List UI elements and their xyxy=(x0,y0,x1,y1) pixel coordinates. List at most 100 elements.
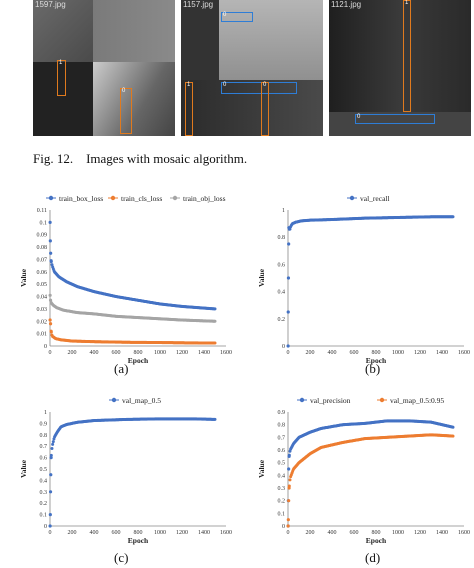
x-tick-label: 1200 xyxy=(414,350,426,356)
x-tick-label: 1000 xyxy=(392,530,404,536)
data-point xyxy=(287,467,291,471)
x-tick-label: 400 xyxy=(90,530,99,536)
subcaption-a: (a) xyxy=(114,361,129,376)
x-tick-label: 1000 xyxy=(154,530,166,536)
x-tick-label: 1200 xyxy=(176,530,188,536)
defect-box: 0 xyxy=(261,82,269,136)
y-tick-label: 0.03 xyxy=(37,307,48,313)
figure-caption: Fig. 12. Images with mosaic algorithm. xyxy=(33,151,248,166)
series-val_recall xyxy=(286,215,455,348)
y-tick-label: 0.3 xyxy=(40,490,48,496)
subcaption-d: (d) xyxy=(365,550,381,565)
data-point xyxy=(286,310,290,314)
y-tick-label: 0.08 xyxy=(37,245,48,251)
box-class-label: 0 xyxy=(357,114,361,120)
data-point xyxy=(213,319,217,323)
data-point xyxy=(287,484,291,488)
y-tick-label: 0.3 xyxy=(278,486,286,492)
series-train_cls_loss xyxy=(48,318,217,345)
y-tick-label: 0.11 xyxy=(37,208,47,214)
y-tick-label: 0.6 xyxy=(40,456,48,462)
chart-c: val_map_0.5 0 200 400 600 800 1000 1200 1400 1600… xyxy=(19,396,232,545)
data-point xyxy=(287,242,291,246)
series-train_obj_loss xyxy=(48,293,217,323)
defect-box: 0 xyxy=(355,114,435,124)
x-tick-label: 1200 xyxy=(176,350,188,356)
y-tick-label: 0.05 xyxy=(37,282,48,288)
legend-label: train_obj_loss xyxy=(183,194,226,203)
defect-box: 0 xyxy=(221,12,253,22)
data-point xyxy=(48,239,52,243)
box-class-label: 1 xyxy=(187,82,191,88)
image-filename: 1157.jpg xyxy=(183,0,214,9)
data-point xyxy=(51,440,55,444)
mosaic-image-2: 1157.jpg 0 1 0 0 xyxy=(181,0,323,136)
data-point xyxy=(49,330,53,334)
legend-label: val_map_0.5:0.95 xyxy=(390,396,444,405)
data-point xyxy=(213,417,217,421)
data-point xyxy=(287,499,291,503)
x-tick-label: 1000 xyxy=(154,350,166,356)
x-tick-label: 200 xyxy=(68,530,77,536)
box-class-label: 0 xyxy=(223,82,227,88)
x-tick-label: 600 xyxy=(112,350,121,356)
chart-b: val_recall 0 200 400 600 800 1000 1200 1400 1600 0… xyxy=(257,194,470,365)
x-tick-label: 0 xyxy=(49,530,52,536)
x-tick-label: 200 xyxy=(68,350,77,356)
y-tick-label: 0.4 xyxy=(278,290,286,296)
data-point xyxy=(48,513,52,517)
data-point xyxy=(451,434,455,438)
y-tick-label: 0.8 xyxy=(278,235,286,241)
legend: val_precision val_map_0.5:0.95 xyxy=(297,396,444,405)
y-tick-label: 0.4 xyxy=(40,478,48,484)
y-tick-label: 0.2 xyxy=(40,501,48,507)
y-tick-label: 0.06 xyxy=(37,270,48,276)
y-tick-label: 1 xyxy=(44,410,47,416)
chart-panel-d: val_precision val_map_0.5:0.95 0 200 400 600 8… xyxy=(250,390,470,548)
legend-label: train_cls_loss xyxy=(121,194,162,203)
chart-panel-b: val_recall 0 200 400 600 800 1000 1200 1400 1600 0… xyxy=(250,188,470,368)
y-tick-label: 0.5 xyxy=(278,461,286,467)
data-point xyxy=(48,298,53,302)
mosaic-image-3: 1121.jpg 1 0 xyxy=(329,0,471,136)
data-point xyxy=(49,456,53,460)
y-tick-label: 0 xyxy=(282,524,285,530)
y-tick-label: 0.1 xyxy=(278,511,286,517)
y-tick-label: 0.4 xyxy=(278,473,286,479)
y-tick-label: 0.8 xyxy=(278,423,286,429)
x-tick-label: 200 xyxy=(306,530,315,536)
legend-label: val_map_0.5 xyxy=(122,396,161,405)
legend-label: val_precision xyxy=(310,396,351,405)
series-val_precision xyxy=(286,419,455,528)
x-tick-label: 1400 xyxy=(436,350,448,356)
defect-box: 1 xyxy=(185,82,193,136)
y-axis-label: Value xyxy=(257,459,266,478)
x-tick-label: 400 xyxy=(328,350,337,356)
series-val_map_0.5:0.95 xyxy=(286,433,455,528)
y-tick-label: 0.7 xyxy=(278,435,286,441)
image-quadrant xyxy=(33,62,93,136)
data-point xyxy=(288,227,292,231)
image-quadrant xyxy=(33,0,93,62)
x-tick-label: 400 xyxy=(90,350,99,356)
image-quadrant xyxy=(93,0,175,62)
subcaption-b: (b) xyxy=(365,361,381,376)
x-tick-label: 600 xyxy=(350,530,359,536)
image-quadrant xyxy=(329,0,471,112)
data-point xyxy=(51,442,55,446)
y-tick-label: 0.2 xyxy=(278,499,286,505)
y-tick-label: 0.6 xyxy=(278,262,286,268)
series-train_box_loss xyxy=(48,220,217,311)
x-tick-label: 0 xyxy=(49,350,52,356)
x-tick-label: 200 xyxy=(306,350,315,356)
data-point xyxy=(48,318,52,322)
data-point xyxy=(48,524,52,528)
image-filename: 1121.jpg xyxy=(331,0,362,9)
box-class-label: 0 xyxy=(263,82,267,88)
x-tick-label: 600 xyxy=(350,350,359,356)
data-point xyxy=(48,490,53,494)
x-tick-label: 1200 xyxy=(414,530,426,536)
y-tick-label: 0 xyxy=(44,344,47,350)
data-point xyxy=(288,478,292,482)
x-tick-label: 800 xyxy=(134,530,143,536)
